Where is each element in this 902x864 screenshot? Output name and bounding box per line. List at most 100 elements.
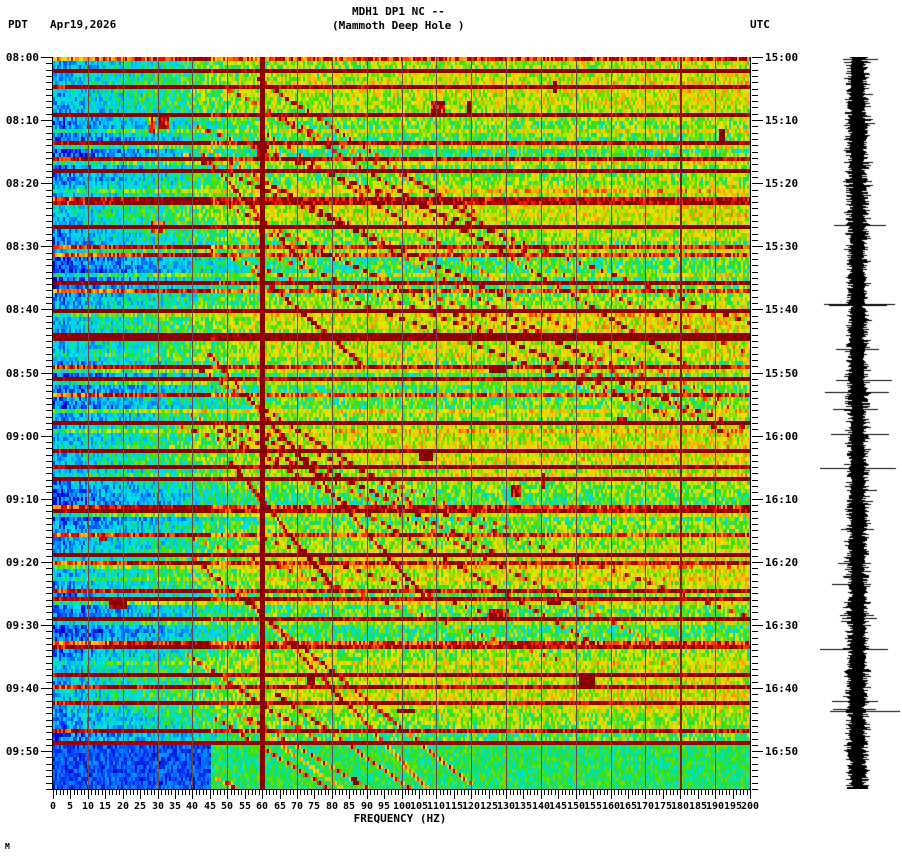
frequency-axis-tick xyxy=(63,790,64,795)
left-axis-tick xyxy=(46,208,52,209)
right-axis-tick xyxy=(752,720,758,721)
left-axis-tick xyxy=(46,347,52,348)
left-axis-tick xyxy=(46,398,52,399)
frequency-tick-label: 130 xyxy=(496,801,516,812)
frequency-axis-tick xyxy=(722,790,723,795)
right-axis-tick xyxy=(752,309,763,310)
left-axis-tick xyxy=(46,240,52,241)
frequency-axis-tick xyxy=(168,790,169,795)
station-subtitle: (Mammoth Deep Hole ) xyxy=(332,19,465,32)
right-axis-tick xyxy=(752,675,758,676)
left-axis-tick xyxy=(46,581,52,582)
frequency-axis-tick xyxy=(283,790,284,795)
left-axis-tick xyxy=(46,284,52,285)
frequency-axis-tick xyxy=(705,790,706,795)
right-axis-tick xyxy=(752,297,758,298)
frequency-axis-tick xyxy=(572,790,573,795)
frequency-axis-tick xyxy=(670,790,671,795)
frequency-axis-tick xyxy=(422,790,423,795)
frequency-tick-label: 70 xyxy=(290,801,304,812)
frequency-axis-tick xyxy=(450,790,451,795)
right-axis-tick xyxy=(752,732,758,733)
frequency-axis-tick xyxy=(489,790,490,799)
right-axis-tick xyxy=(752,158,758,159)
frequency-axis-tick xyxy=(88,790,89,799)
right-axis-tick xyxy=(752,600,758,601)
frequency-axis-tick xyxy=(520,790,521,795)
frequency-axis-tick xyxy=(290,790,291,795)
left-time-label: 09:40 xyxy=(5,682,39,695)
left-axis-tick xyxy=(46,126,52,127)
frequency-axis-tick xyxy=(677,790,678,795)
frequency-axis-tick xyxy=(91,790,92,795)
spectrogram-image xyxy=(53,57,750,789)
left-axis-tick xyxy=(46,221,52,222)
left-axis-tick xyxy=(46,152,52,153)
right-axis-tick xyxy=(752,410,758,411)
right-axis-tick xyxy=(752,196,758,197)
frequency-axis-tick xyxy=(635,790,636,795)
right-axis-tick xyxy=(752,436,763,437)
frequency-axis-tick xyxy=(618,790,619,795)
frequency-axis-tick xyxy=(740,790,741,795)
frequency-tick-label: 150 xyxy=(566,801,586,812)
frequency-axis-tick xyxy=(534,790,535,795)
frequency-axis-tick xyxy=(659,790,660,795)
frequency-tick-label: 0 xyxy=(49,801,57,812)
left-axis-tick xyxy=(46,656,52,657)
frequency-tick-label: 25 xyxy=(133,801,147,812)
right-axis-tick xyxy=(752,95,758,96)
frequency-axis-tick xyxy=(454,790,455,799)
frequency-axis-tick xyxy=(224,790,225,795)
right-axis-tick xyxy=(752,581,758,582)
frequency-axis-tick xyxy=(98,790,99,795)
frequency-axis-tick xyxy=(673,790,674,795)
left-time-label: 08:30 xyxy=(5,240,39,253)
left-axis-tick xyxy=(46,505,52,506)
right-axis-tick xyxy=(752,253,758,254)
left-axis-tick xyxy=(41,562,52,563)
frequency-axis-tick xyxy=(276,790,277,795)
frequency-axis-tick xyxy=(140,790,141,799)
right-time-label: 15:40 xyxy=(765,303,799,316)
corner-mark: M xyxy=(5,842,10,851)
frequency-axis-tick xyxy=(311,790,312,795)
left-axis-tick xyxy=(46,164,52,165)
frequency-axis-tick xyxy=(398,790,399,795)
frequency-axis-tick xyxy=(597,790,598,795)
right-axis-tick xyxy=(752,770,758,771)
left-axis-tick xyxy=(46,467,52,468)
right-axis-tick xyxy=(752,486,758,487)
frequency-axis-tick xyxy=(342,790,343,795)
frequency-axis-tick xyxy=(544,790,545,795)
spectrogram-plot[interactable] xyxy=(53,57,750,789)
frequency-axis-tick xyxy=(419,790,420,799)
right-axis-tick xyxy=(752,278,758,279)
frequency-tick-label: 155 xyxy=(583,801,603,812)
frequency-axis-tick xyxy=(353,790,354,795)
frequency-tick-label: 160 xyxy=(601,801,621,812)
left-axis-tick xyxy=(41,246,52,247)
left-axis-tick xyxy=(46,663,52,664)
left-axis-tick xyxy=(46,776,52,777)
left-time-label: 08:10 xyxy=(5,114,39,127)
frequency-axis-tick xyxy=(210,790,211,799)
frequency-axis-tick xyxy=(67,790,68,795)
frequency-axis-tick xyxy=(698,790,699,799)
right-axis-tick xyxy=(752,751,763,752)
left-axis-tick xyxy=(46,322,52,323)
frequency-tick-label: 180 xyxy=(670,801,690,812)
right-axis-tick xyxy=(752,126,758,127)
frequency-axis-tick xyxy=(562,790,563,795)
frequency-tick-label: 65 xyxy=(273,801,287,812)
frequency-axis-tick xyxy=(593,790,594,799)
frequency-tick-label: 185 xyxy=(688,801,708,812)
right-axis-tick xyxy=(752,423,758,424)
frequency-axis-tick xyxy=(381,790,382,795)
frequency-axis-tick xyxy=(405,790,406,795)
frequency-axis-tick xyxy=(628,790,629,799)
left-axis-tick xyxy=(46,158,52,159)
frequency-axis-tick xyxy=(395,790,396,795)
frequency-axis-tick xyxy=(429,790,430,795)
left-axis-tick xyxy=(46,694,52,695)
